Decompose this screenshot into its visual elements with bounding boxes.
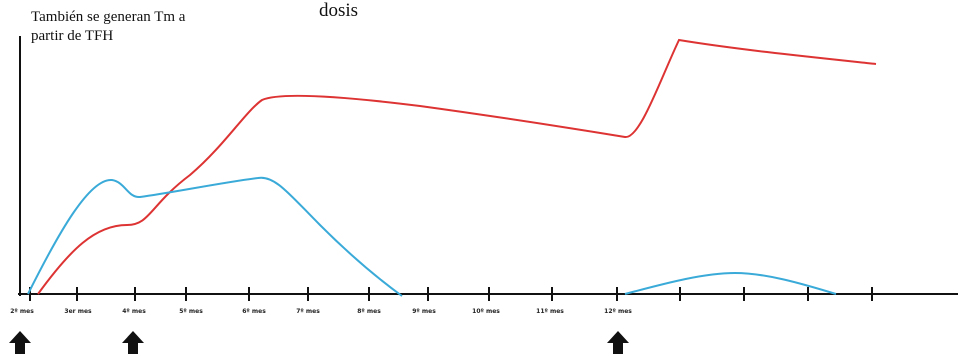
annotation-line-2: partir de TFH (31, 28, 114, 44)
blue-response-curve (27, 176, 403, 297)
x-tick-label: 9º mes (412, 308, 436, 315)
up-arrow-icon (607, 331, 629, 354)
blue-response-curve-second (624, 271, 837, 295)
x-tick-label: 3er mes (64, 308, 92, 315)
red-response-curve (37, 38, 877, 295)
x-tick-label: 6º mes (242, 308, 266, 315)
x-tick-label: 4º mes (122, 308, 146, 315)
up-arrow-icon (9, 331, 31, 354)
x-tick-label: 2º mes (10, 308, 34, 315)
x-tick-label: 8º mes (357, 308, 381, 315)
x-tick-label: 11º mes (536, 308, 564, 315)
x-tick-label: 5º mes (179, 308, 203, 315)
annotation-note: También se generan Tm a partir de TFH (31, 8, 231, 46)
x-tick-label: 10º mes (472, 308, 500, 315)
annotation-line-1: También se generan Tm a (31, 9, 186, 25)
x-tick-label: 7º mes (296, 308, 320, 315)
dosis-text: dosis (319, 0, 359, 21)
up-arrow-icon (122, 331, 144, 354)
x-tick-label: 12º mes (604, 308, 632, 315)
